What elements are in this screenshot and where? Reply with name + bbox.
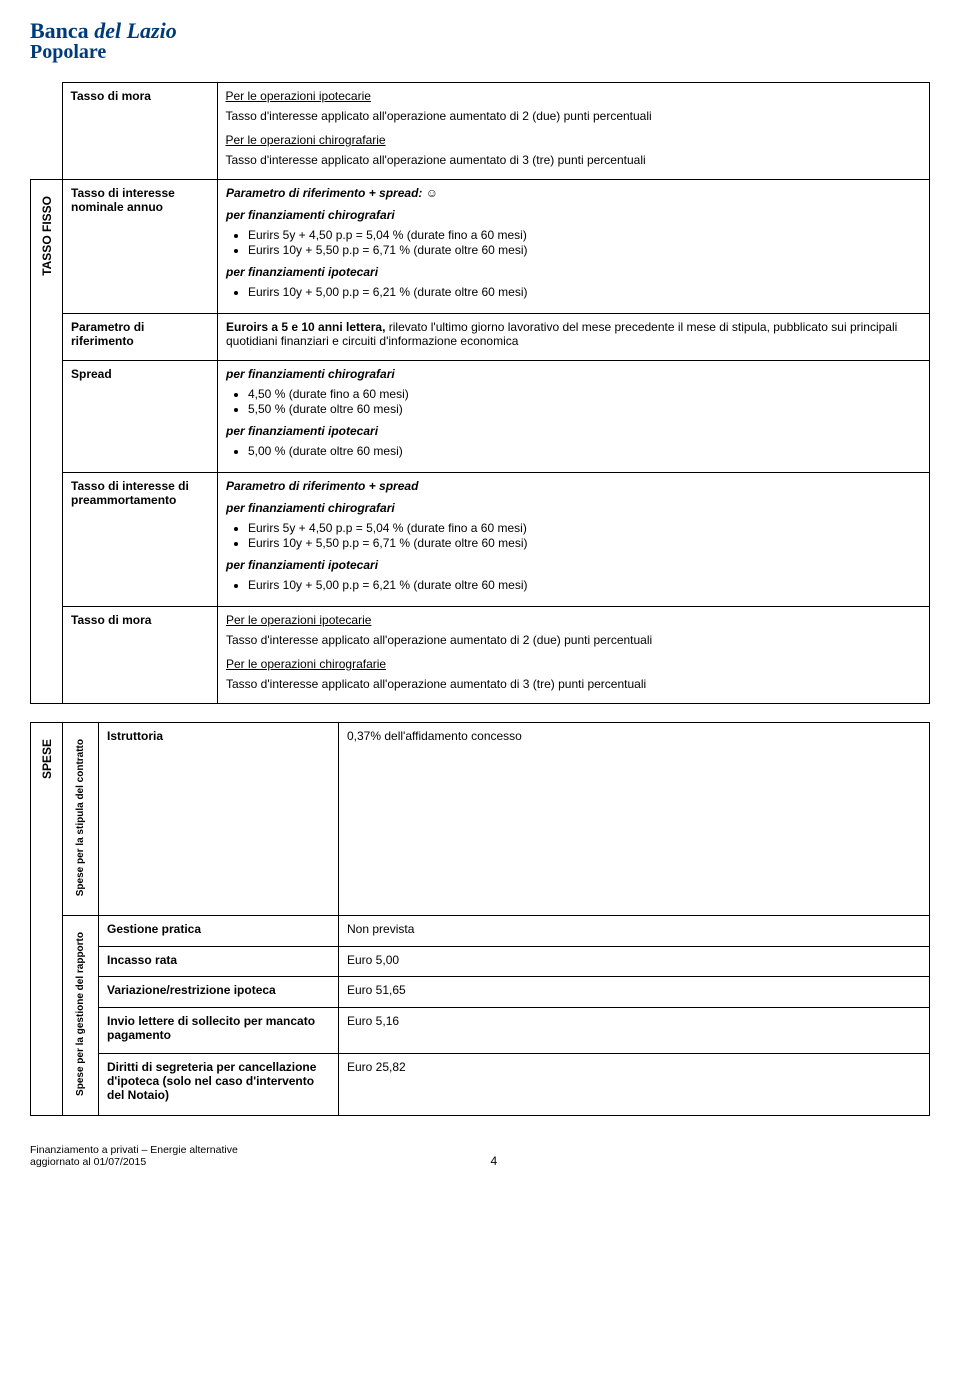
logo-word-1: Banca [30, 18, 89, 43]
list-item: Eurirs 10y + 5,50 p.p = 6,71 % (durate o… [248, 536, 921, 550]
vertical-header-gestione: Spese per la gestione del rapporto [63, 916, 99, 1116]
vertical-text: Spese per la gestione del rapporto [75, 922, 86, 1106]
list-item: 5,50 % (durate oltre 60 mesi) [248, 402, 921, 416]
text: Per le operazioni ipotecarie [226, 89, 371, 103]
text: Tasso d'interesse applicato all'operazio… [226, 153, 922, 167]
logo-word-3: Lazio [127, 18, 177, 43]
vertical-text: Spese per la stipula del contratto [75, 729, 86, 906]
text: Per le operazioni chirografarie [226, 657, 386, 671]
text: Parametro di riferimento + spread [226, 479, 921, 493]
footer: Finanziamento a privati – Energie altern… [30, 1144, 930, 1168]
text-bold: Euroirs a 5 e 10 anni lettera, [226, 320, 385, 334]
list-item: Eurirs 10y + 5,50 p.p = 6,71 % (durate o… [248, 243, 921, 257]
vertical-header-stipula: Spese per la stipula del contratto [63, 723, 99, 916]
logo-word-2: del [94, 18, 121, 43]
value-diritti-segreteria: Euro 25,82 [339, 1054, 930, 1116]
list-item: 4,50 % (durate fino a 60 mesi) [248, 387, 921, 401]
value-gestione-pratica: Non prevista [339, 916, 930, 946]
label-variazione-ipoteca: Variazione/restrizione ipoteca [99, 977, 339, 1007]
label-parametro: Parametro di riferimento [63, 314, 218, 361]
content-spread: per finanziamenti chirografari 4,50 % (d… [218, 361, 930, 473]
value-variazione-ipoteca: Euro 51,65 [339, 977, 930, 1007]
text: per finanziamenti ipotecari [226, 265, 921, 279]
content-parametro: Euroirs a 5 e 10 anni lettera, rilevato … [218, 314, 930, 361]
page-number: 4 [491, 1154, 498, 1168]
label-sollecito: Invio lettere di sollecito per mancato p… [99, 1007, 339, 1053]
label-tasso-nominale: Tasso di interesse nominale annuo [63, 180, 218, 314]
content-tasso-mora-2: Per le operazioni ipotecarie Tasso d'int… [218, 607, 930, 704]
content-tasso-mora-1: Per le operazioni ipotecarie Tasso d'int… [217, 83, 930, 180]
content-preammortamento: Parametro di riferimento + spread per fi… [218, 473, 930, 607]
list-item: Eurirs 10y + 5,00 p.p = 6,21 % (durate o… [248, 578, 921, 592]
label-diritti-segreteria: Diritti di segreteria per cancellazione … [99, 1054, 339, 1116]
text: per finanziamenti chirografari [226, 501, 921, 515]
label-tasso-mora-1: Tasso di mora [62, 83, 217, 180]
label-istruttoria: Istruttoria [99, 723, 339, 916]
list-item: 5,00 % (durate oltre 60 mesi) [248, 444, 921, 458]
text: Tasso d'interesse applicato all'operazio… [226, 109, 922, 123]
text: per finanziamenti chirografari [226, 208, 921, 222]
value-incasso-rata: Euro 5,00 [339, 946, 930, 976]
text: Per le operazioni chirografarie [226, 133, 386, 147]
text: Per le operazioni ipotecarie [226, 613, 371, 627]
value-istruttoria: 0,37% dell'affidamento concesso [339, 723, 930, 916]
content-tasso-nominale: Parametro di riferimento + spread: ☺ per… [218, 180, 930, 314]
list-item: Eurirs 10y + 5,00 p.p = 6,21 % (durate o… [248, 285, 921, 299]
text: per finanziamenti chirografari [226, 367, 921, 381]
list-item: Eurirs 5y + 4,50 p.p = 5,04 % (durate fi… [248, 228, 921, 242]
table-spese: SPESE Spese per la stipula del contratto… [30, 722, 930, 1116]
logo-word-4: Popolare [30, 42, 930, 62]
vertical-text: SPESE [40, 729, 54, 789]
label-tasso-mora-2: Tasso di mora [63, 607, 218, 704]
label-preammortamento: Tasso di interesse di preammortamento [63, 473, 218, 607]
vertical-header-spese: SPESE [31, 723, 63, 1116]
logo: Banca del Lazio Popolare [30, 20, 930, 62]
value-sollecito: Euro 5,16 [339, 1007, 930, 1053]
text: Parametro di riferimento + spread: ☺ [226, 186, 921, 200]
table-tasso-fisso: TASSO FISSO Tasso di interesse nominale … [30, 179, 930, 704]
label-spread: Spread [63, 361, 218, 473]
text: per finanziamenti ipotecari [226, 558, 921, 572]
vertical-header-tasso-fisso: TASSO FISSO [31, 180, 63, 704]
text: Tasso d'interesse applicato all'operazio… [226, 677, 921, 691]
label-gestione-pratica: Gestione pratica [99, 916, 339, 946]
footer-line-1: Finanziamento a privati – Energie altern… [30, 1144, 238, 1156]
table-mora-top: Tasso di mora Per le operazioni ipotecar… [30, 82, 930, 180]
list-item: Eurirs 5y + 4,50 p.p = 5,04 % (durate fi… [248, 521, 921, 535]
label-incasso-rata: Incasso rata [99, 946, 339, 976]
vertical-text: TASSO FISSO [40, 186, 54, 286]
text: Tasso d'interesse applicato all'operazio… [226, 633, 921, 647]
footer-line-2: aggiornato al 01/07/2015 [30, 1156, 238, 1168]
text: per finanziamenti ipotecari [226, 424, 921, 438]
